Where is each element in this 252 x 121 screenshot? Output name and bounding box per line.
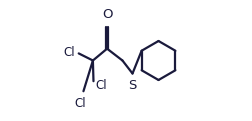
Text: Cl: Cl (75, 97, 86, 110)
Text: Cl: Cl (95, 79, 107, 92)
Text: O: O (102, 8, 112, 22)
Text: S: S (128, 79, 136, 92)
Text: Cl: Cl (63, 46, 75, 59)
